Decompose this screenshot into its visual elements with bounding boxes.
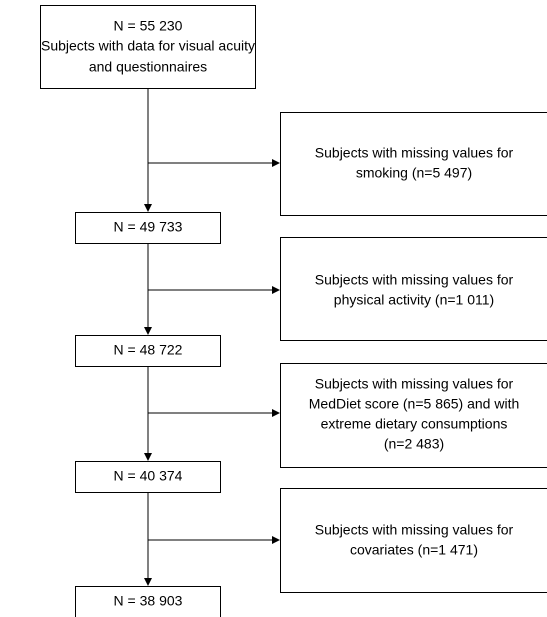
exclusion-box [280,363,547,468]
node-box [40,5,256,89]
node-text: N = 48 722 [114,342,183,358]
exclusion-text: (n=2 483) [384,436,444,452]
exclusion-text: Subjects with missing values for [315,376,514,392]
exclusion-box [280,112,547,216]
node-box [75,461,221,493]
exclusion-box [280,237,547,341]
node-text: N = 55 230 [114,18,183,34]
node-box [75,212,221,244]
node-text: N = 40 374 [114,468,183,484]
node-text: Subjects with data for visual acuity [41,38,255,54]
node-box [75,335,221,367]
exclusion-text: Subjects with missing values for [315,522,514,538]
node-text: N = 49 733 [114,219,183,235]
exclusion-text: covariates (n=1 471) [350,542,478,558]
exclusion-text: physical activity (n=1 011) [334,292,494,308]
node-box [75,586,221,617]
node-text: N = 38 903 [114,593,183,609]
exclusion-text: extreme dietary consumptions [321,416,508,432]
exclusion-text: Subjects with missing values for [315,145,514,161]
exclusion-text: MedDiet score (n=5 865) and with [309,396,520,412]
node-text: and questionnaires [89,59,207,75]
exclusion-text: smoking (n=5 497) [356,165,472,181]
exclusion-text: Subjects with missing values for [315,272,514,288]
exclusion-box [280,488,547,593]
